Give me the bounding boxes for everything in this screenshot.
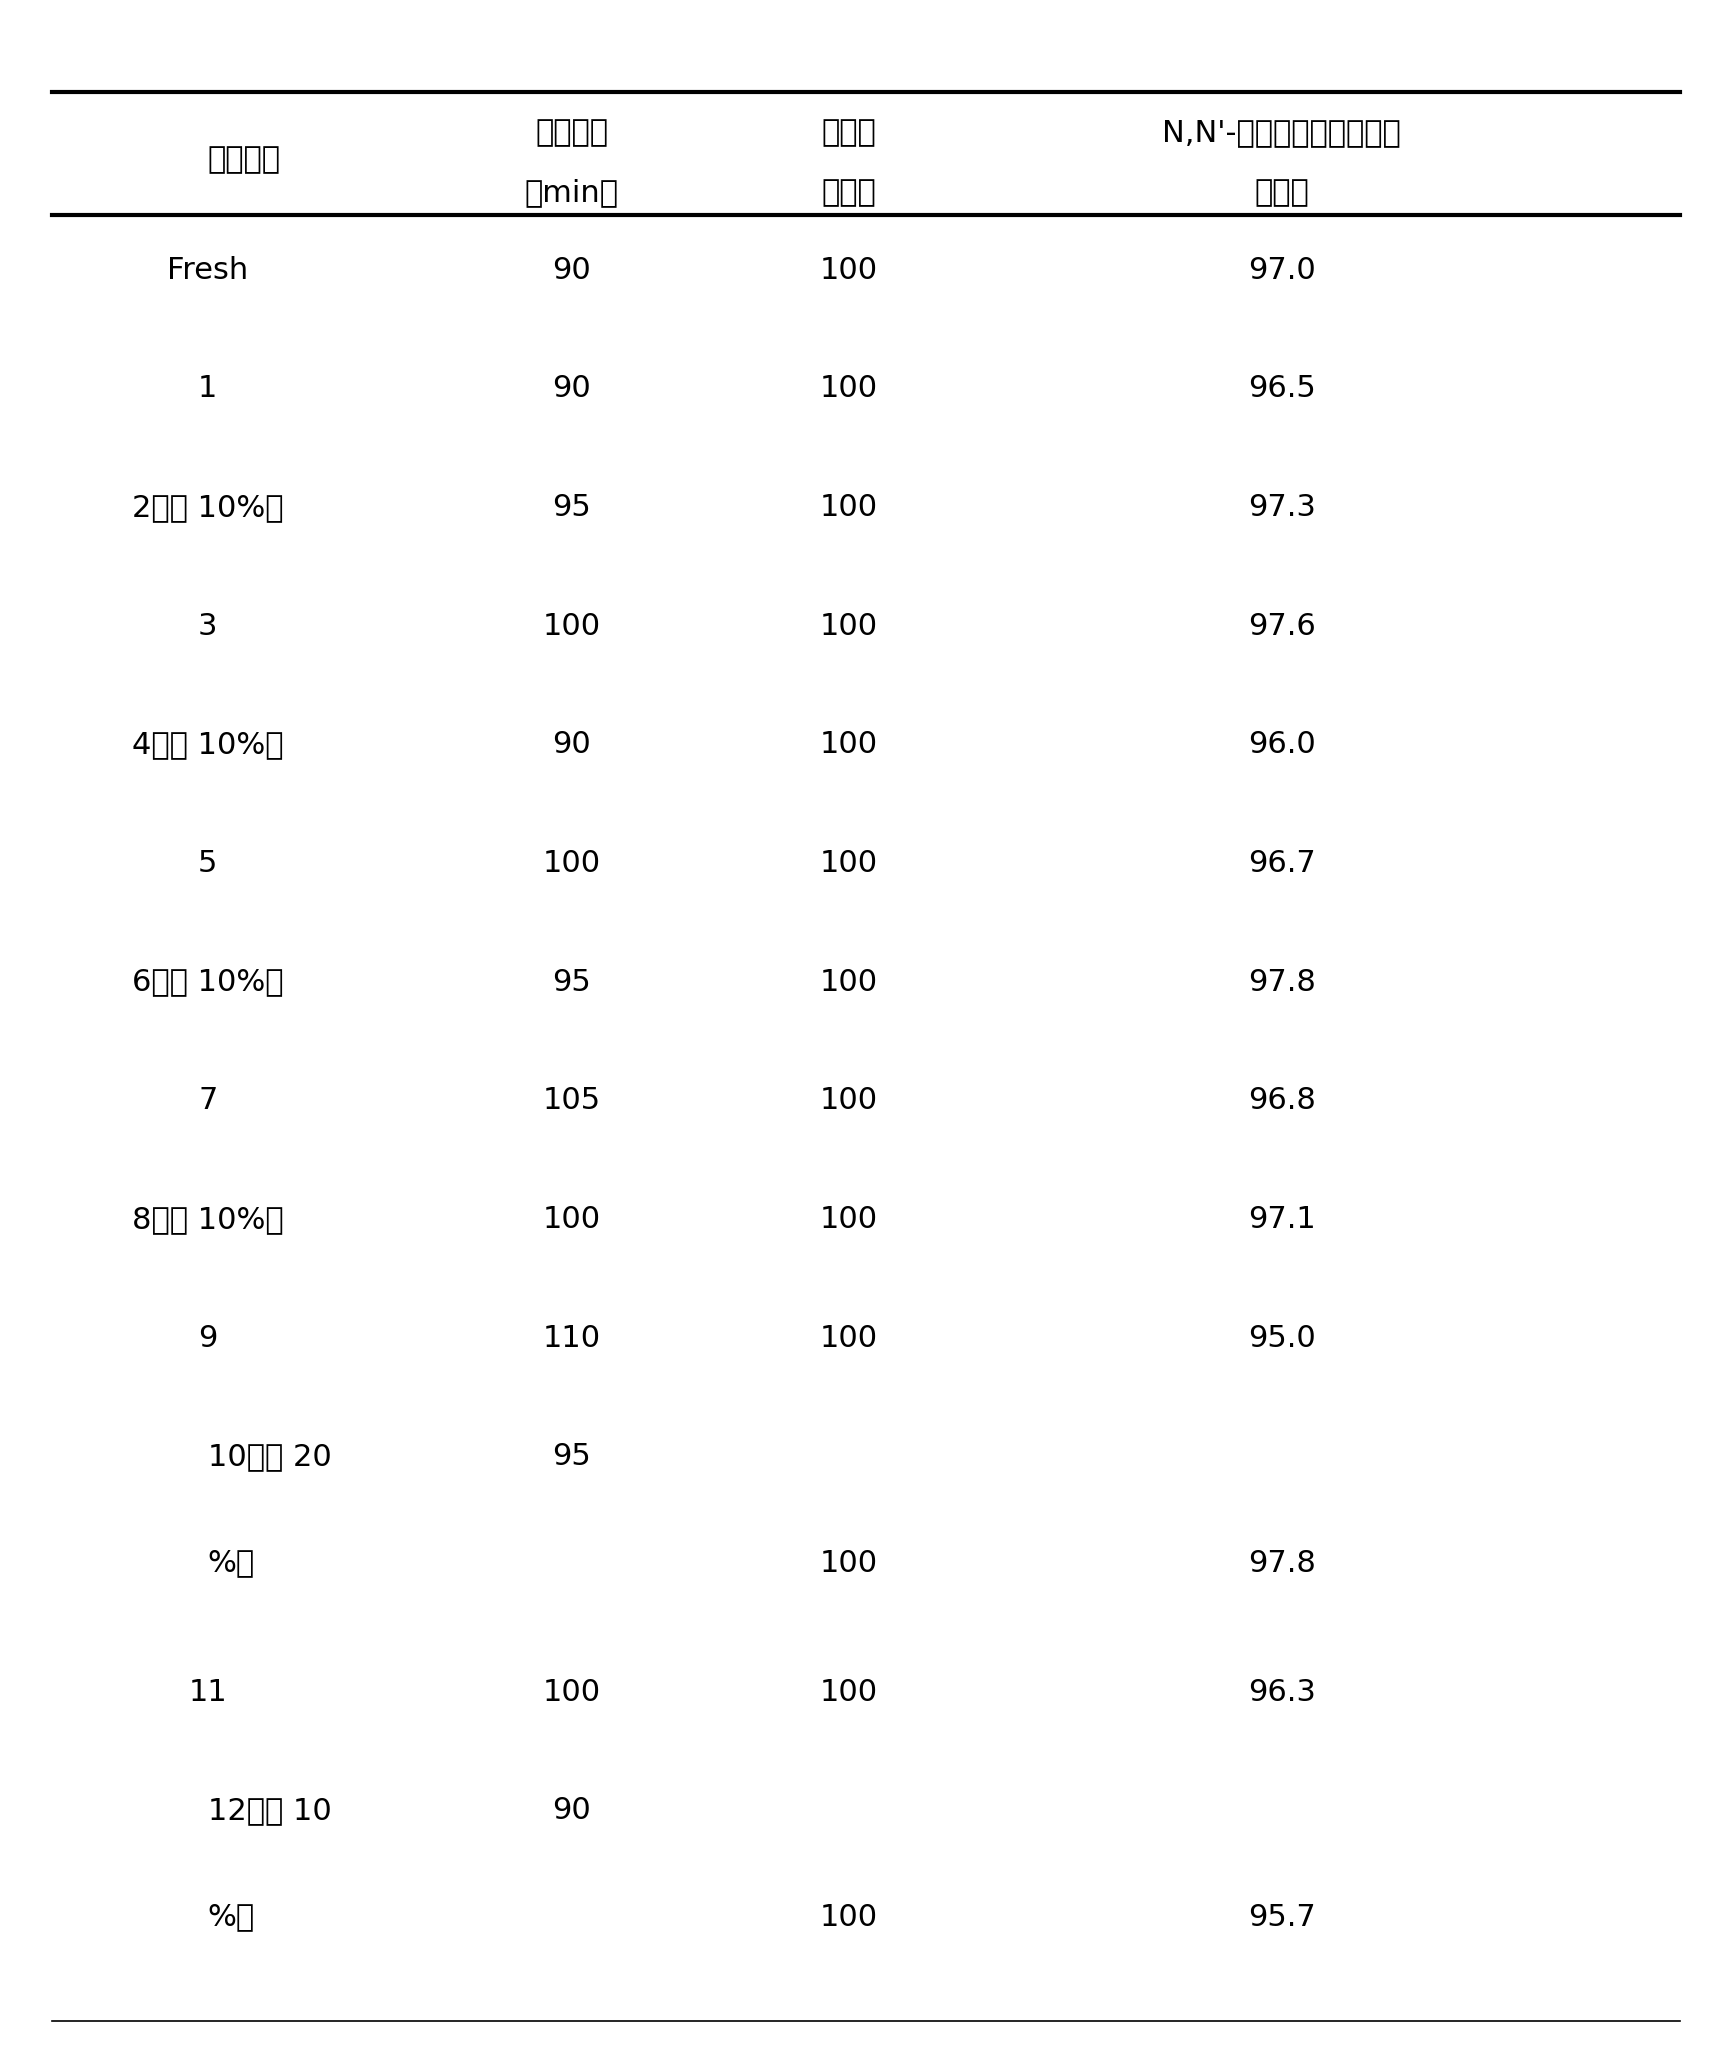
Text: 6（补 10%）: 6（补 10%） (132, 968, 284, 996)
Text: 90: 90 (553, 730, 591, 759)
Text: 100: 100 (819, 1086, 878, 1115)
Text: 100: 100 (542, 849, 601, 878)
Text: 12（补 10: 12（补 10 (208, 1796, 331, 1825)
Text: 100: 100 (819, 968, 878, 996)
Text: 97.8: 97.8 (1247, 1549, 1316, 1577)
Text: 97.8: 97.8 (1247, 968, 1316, 996)
Text: 1: 1 (197, 374, 218, 403)
Text: 100: 100 (819, 1678, 878, 1706)
Text: 100: 100 (819, 374, 878, 403)
Text: 2（补 10%）: 2（补 10%） (132, 493, 284, 522)
Text: 反应时间: 反应时间 (535, 119, 608, 147)
Text: %）: %） (208, 1549, 255, 1577)
Text: 100: 100 (819, 612, 878, 640)
Text: 11: 11 (189, 1678, 227, 1706)
Text: 96.3: 96.3 (1247, 1678, 1316, 1706)
Text: 转化率: 转化率 (821, 119, 876, 147)
Text: 100: 100 (542, 612, 601, 640)
Text: 95.7: 95.7 (1247, 1903, 1316, 1931)
Text: 96.0: 96.0 (1247, 730, 1316, 759)
Text: 100: 100 (819, 1549, 878, 1577)
Text: 3: 3 (197, 612, 218, 640)
Text: 100: 100 (819, 1903, 878, 1931)
Text: （％）: （％） (821, 178, 876, 207)
Text: 5: 5 (197, 849, 218, 878)
Text: 100: 100 (542, 1678, 601, 1706)
Text: 100: 100 (542, 1205, 601, 1234)
Text: 110: 110 (542, 1324, 601, 1352)
Text: 套用次数: 套用次数 (208, 145, 281, 174)
Text: （min）: （min） (525, 178, 618, 207)
Text: 90: 90 (553, 374, 591, 403)
Text: 95: 95 (553, 968, 591, 996)
Text: 90: 90 (553, 256, 591, 284)
Text: 90: 90 (553, 1796, 591, 1825)
Text: 105: 105 (542, 1086, 601, 1115)
Text: 97.3: 97.3 (1247, 493, 1316, 522)
Text: 95: 95 (553, 1442, 591, 1471)
Text: Fresh: Fresh (168, 256, 248, 284)
Text: 96.8: 96.8 (1247, 1086, 1316, 1115)
Text: 100: 100 (819, 1205, 878, 1234)
Text: 96.7: 96.7 (1247, 849, 1316, 878)
Text: 4（补 10%）: 4（补 10%） (132, 730, 284, 759)
Text: 97.1: 97.1 (1247, 1205, 1316, 1234)
Text: 96.5: 96.5 (1247, 374, 1316, 403)
Text: 97.0: 97.0 (1247, 256, 1316, 284)
Text: 7: 7 (197, 1086, 218, 1115)
Text: 9: 9 (197, 1324, 218, 1352)
Text: %）: %） (208, 1903, 255, 1931)
Text: 97.6: 97.6 (1247, 612, 1316, 640)
Text: 95.0: 95.0 (1247, 1324, 1316, 1352)
Text: 8（补 10%）: 8（补 10%） (132, 1205, 284, 1234)
Text: （％）: （％） (1254, 178, 1309, 207)
Text: 95: 95 (553, 493, 591, 522)
Text: 100: 100 (819, 1324, 878, 1352)
Text: 100: 100 (819, 256, 878, 284)
Text: 100: 100 (819, 849, 878, 878)
Text: 10（补 20: 10（补 20 (208, 1442, 331, 1471)
Text: 100: 100 (819, 730, 878, 759)
Text: N,N'-二苄基乙二胺选择性: N,N'-二苄基乙二胺选择性 (1162, 119, 1401, 147)
Text: 100: 100 (819, 493, 878, 522)
